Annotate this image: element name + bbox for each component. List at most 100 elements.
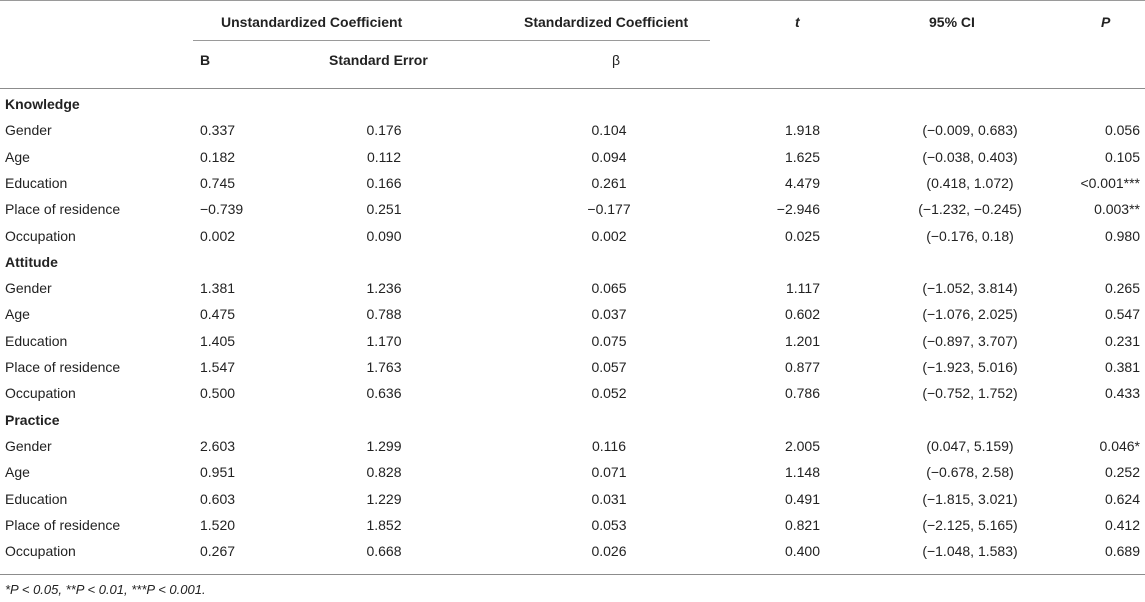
cell-beta: 0.104 [591,122,627,139]
cell-t: −2.946 [776,201,820,218]
table-row: Gender 0.337 0.176 0.104 1.918 (−0.009, 0.683… [0,117,1145,143]
cell-ci: (−1.076, 2.025) [922,306,1018,323]
cell-t: 0.821 [784,516,820,533]
cell-p: 0.231 [1104,332,1140,349]
cell-p: 0.003** [1094,201,1140,218]
cell-t: 0.400 [784,543,820,560]
header-beta: β [612,52,621,68]
cell-t: 1.625 [784,148,820,165]
cell-t: 1.117 [786,280,820,297]
cell-ci: (−0.176, 0.18) [926,227,1014,244]
row-label: Occupation [5,385,76,402]
header-t: t [795,14,800,30]
cell-standard-error: 1.852 [366,516,402,533]
cell-b: 1.381 [200,280,236,297]
cell-b: 0.337 [200,122,236,139]
cell-ci: (−0.897, 3.707) [922,332,1018,349]
cell-t: 0.877 [784,359,820,375]
row-label: Place of residence [5,516,121,533]
row-label: Gender [5,437,52,454]
cell-ci: (−1.815, 3.021) [922,490,1018,507]
cell-ci: (−1.232, −0.245) [918,201,1022,218]
cell-p: <0.001*** [1080,174,1140,191]
table-row: Place of residence −0.739 0.251 −0.177 −2.94… [0,196,1145,222]
cell-ci: (0.418, 1.072) [926,174,1014,191]
section-title: Attitude [5,253,58,270]
cell-standard-error: 0.636 [366,385,402,402]
cell-standard-error: 1.299 [366,437,402,454]
cell-ci: (−1.052, 3.814) [922,280,1018,297]
cell-ci: (−0.678, 2.58) [926,464,1014,481]
cell-b: 2.603 [200,437,236,454]
cell-standard-error: 0.788 [366,306,402,323]
cell-p: 0.980 [1104,227,1140,244]
header-subrule [193,40,710,41]
cell-p: 0.433 [1104,385,1140,402]
cell-beta: 0.261 [591,174,627,191]
header-standard-error: Standard Error [329,52,428,68]
cell-ci: (−1.923, 5.016) [922,359,1018,375]
cell-p: 0.046* [1099,437,1140,454]
section-title: Knowledge [5,96,80,112]
cell-p: 0.624 [1104,490,1140,507]
section-title: Practice [5,411,60,428]
table-row: Occupation 0.500 0.636 0.052 0.786 (−0.752, 1… [0,380,1145,406]
cell-beta: 0.052 [591,385,627,402]
table-row: Age 0.182 0.112 0.094 1.625 (−0.038, 0.403) 0.… [0,144,1145,170]
cell-beta: 0.031 [591,490,627,507]
cell-t: 0.786 [784,385,820,402]
section-row: Practice [0,407,1145,433]
cell-ci: (−0.752, 1.752) [922,385,1018,402]
row-label: Education [5,490,68,507]
cell-t: 4.479 [784,174,820,191]
row-label: Gender [5,122,52,139]
row-label: Education [5,332,68,349]
cell-standard-error: 1.170 [366,332,402,349]
cell-beta: 0.037 [591,306,627,323]
cell-ci: (−0.038, 0.403) [922,148,1018,165]
cell-b: 0.182 [200,148,236,165]
cell-b: 0.745 [200,174,236,191]
table-row: Occupation 0.002 0.090 0.002 0.025 (−0.176, 0… [0,223,1145,249]
header-b: B [200,52,211,68]
cell-standard-error: 0.112 [367,148,401,165]
row-label: Gender [5,280,52,297]
section-row: Attitude [0,249,1145,275]
cell-t: 1.148 [784,464,820,481]
cell-ci: (0.047, 5.159) [926,437,1014,454]
section-row: Knowledge [0,91,1145,117]
cell-t: 1.201 [784,332,820,349]
cell-b: 0.951 [200,464,236,481]
cell-standard-error: 1.763 [366,359,402,375]
cell-b: 0.500 [200,385,236,402]
cell-standard-error: 0.828 [366,464,402,481]
cell-p: 0.056 [1104,122,1140,139]
cell-p: 0.689 [1104,543,1140,560]
cell-p: 0.412 [1104,516,1140,533]
cell-p: 0.252 [1104,464,1140,481]
cell-standard-error: 1.236 [366,280,402,297]
cell-b: 1.405 [200,332,236,349]
row-label: Age [5,148,30,165]
cell-standard-error: 0.251 [366,201,402,218]
cell-t: 0.602 [784,306,820,323]
cell-beta: 0.094 [591,148,627,165]
row-label: Age [5,306,30,323]
header-p: P [1101,14,1111,30]
row-label: Occupation [5,227,76,244]
cell-b: 0.267 [200,543,236,560]
cell-beta: 0.065 [591,280,627,297]
row-label: Age [5,464,30,481]
cell-beta: 0.057 [591,359,627,375]
cell-t: 2.005 [784,437,820,454]
row-label: Place of residence [5,359,121,375]
cell-standard-error: 0.176 [366,122,402,139]
row-label: Place of residence [5,201,121,218]
cell-beta: 0.026 [591,543,627,560]
cell-t: 1.918 [784,122,820,139]
cell-p: 0.105 [1104,148,1140,165]
cell-t: 0.491 [784,490,820,507]
table-row: Place of residence 1.547 1.763 0.057 0.877 (−… [0,354,1145,380]
cell-b: 1.547 [200,359,236,375]
